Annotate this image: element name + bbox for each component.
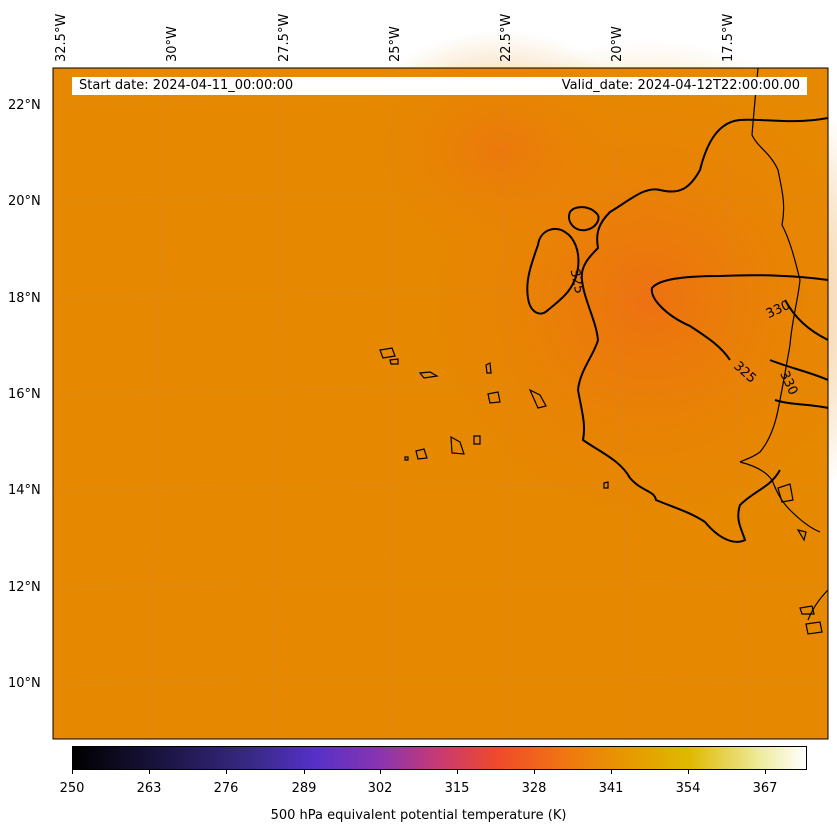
lon-label-32-5w: 32.5°W xyxy=(54,13,69,62)
coastline xyxy=(379,67,829,635)
lat-label-22n: 22°N xyxy=(8,98,41,113)
lon-label-17-5w: 17.5°W xyxy=(721,13,736,62)
colorbar-tickmark xyxy=(534,770,535,774)
lon-label-25w: 25°W xyxy=(388,26,403,62)
colorbar-tick-label: 250 xyxy=(59,781,85,796)
colorbar-tick-label: 289 xyxy=(291,781,317,796)
valid-date-text: Valid_date: 2024-04-12T22:00:00.00 xyxy=(561,78,800,93)
lon-label-27-5w: 27.5°W xyxy=(277,13,292,62)
lat-label-16n: 16°N xyxy=(8,387,41,402)
colorbar-tickmark xyxy=(149,770,150,774)
colorbar-tick-label: 302 xyxy=(367,781,393,796)
colorbar-tickmark xyxy=(380,770,381,774)
colorbar-tick-label: 263 xyxy=(136,781,162,796)
colorbar-tickmark xyxy=(457,770,458,774)
contour-330-d xyxy=(774,399,829,409)
contour-330 xyxy=(650,274,829,361)
contour-330-c xyxy=(769,359,829,381)
lat-label-10n: 10°N xyxy=(8,676,41,691)
colorbar-tickmark xyxy=(688,770,689,774)
contour-325-bump xyxy=(568,206,600,232)
colorbar-label: 500 hPa equivalent potential temperature… xyxy=(270,808,567,823)
lat-label-20n: 20°N xyxy=(8,194,41,209)
lon-label-30w: 30°W xyxy=(165,26,180,62)
colorbar-tick-label: 315 xyxy=(444,781,470,796)
lat-label-12n: 12°N xyxy=(8,580,41,595)
warm-region-2 xyxy=(350,30,650,270)
lat-label-14n: 14°N xyxy=(8,483,41,498)
lon-label-22-5w: 22.5°W xyxy=(499,13,514,62)
contour-lines xyxy=(526,117,829,543)
lon-label-20w: 20°W xyxy=(610,26,625,62)
start-date-text: Start date: 2024-04-11_00:00:00 xyxy=(79,78,294,93)
colorbar-tick-label: 328 xyxy=(521,781,547,796)
colorbar-tickmark xyxy=(304,770,305,774)
colorbar xyxy=(72,746,807,770)
contour-330-b xyxy=(784,299,829,341)
graticule xyxy=(52,67,829,740)
map-frame xyxy=(52,67,829,740)
colorbar-tick-label: 354 xyxy=(675,781,701,796)
colorbar-tick-label: 276 xyxy=(213,781,239,796)
lat-label-18n: 18°N xyxy=(8,291,41,306)
colorbar-tick-label: 341 xyxy=(598,781,624,796)
colorbar-tick-label: 367 xyxy=(752,781,778,796)
contour-325-west xyxy=(526,227,580,315)
contour-325-main xyxy=(576,117,829,543)
colorbar-tickmark xyxy=(765,770,766,774)
colorbar-tickmark xyxy=(226,770,227,774)
contour-label-325-west: 325 xyxy=(567,268,587,295)
date-info-bar: Start date: 2024-04-11_00:00:00 Valid_da… xyxy=(72,77,807,95)
colorbar-tickmark xyxy=(611,770,612,774)
colorbar-tickmark xyxy=(72,770,73,774)
